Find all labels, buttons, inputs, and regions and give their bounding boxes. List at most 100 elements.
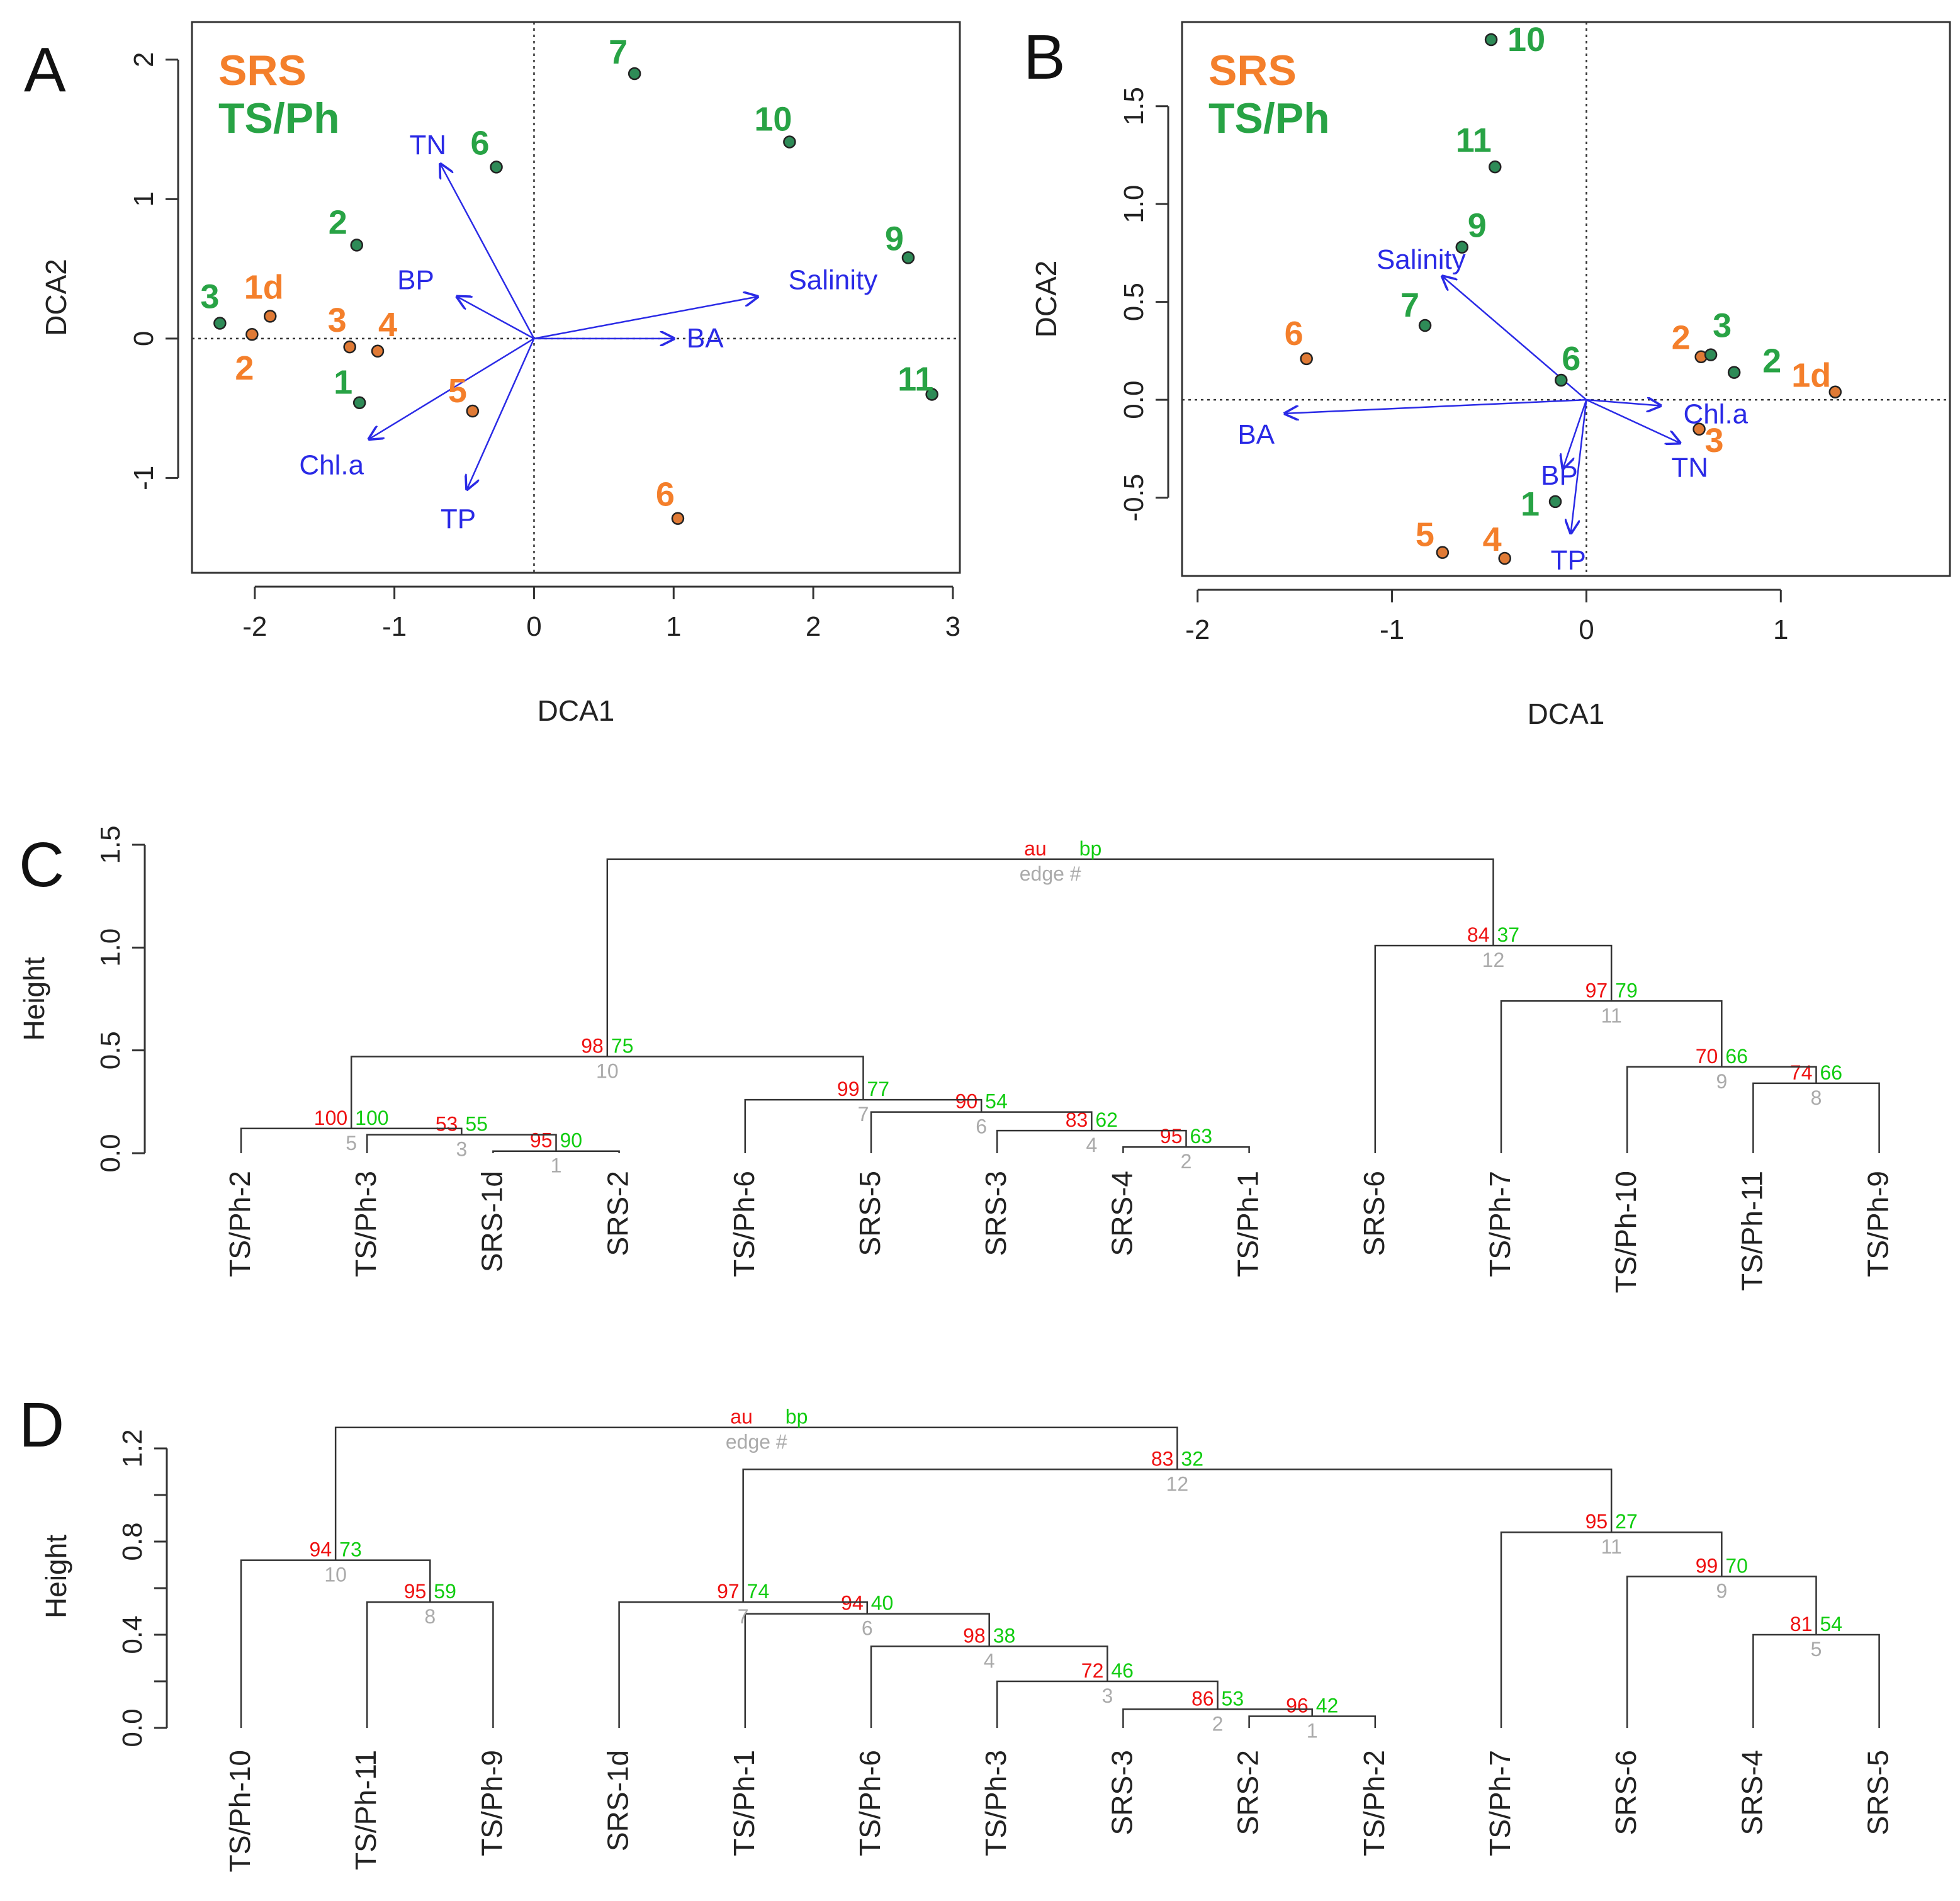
point-label-ts-ph-10: 10 xyxy=(754,101,792,138)
point-srs-3 xyxy=(343,340,356,354)
bp-value: 62 xyxy=(1095,1108,1118,1131)
dendrogram-branch xyxy=(1374,944,1613,1153)
point-label-srs-5: 5 xyxy=(448,372,467,410)
edge-number: 4 xyxy=(984,1650,995,1673)
point-label-srs-6: 6 xyxy=(656,476,675,514)
bp-value: 63 xyxy=(1190,1125,1213,1148)
leaf-label: TS/Ph-9 xyxy=(1862,1171,1895,1277)
au-value: 81 xyxy=(1790,1613,1813,1635)
edge-number: 5 xyxy=(1811,1638,1822,1661)
x-tick-label: 1 xyxy=(1773,614,1788,645)
point-ts-ph-1 xyxy=(1548,495,1562,509)
x-tick-label: -2 xyxy=(1185,614,1210,645)
au-value: 99 xyxy=(1696,1555,1718,1577)
leaf-label: TS/Ph-2 xyxy=(1358,1750,1390,1856)
bp-value: 100 xyxy=(355,1107,388,1129)
dendrogram-branch xyxy=(870,1111,1093,1153)
edge-number: 2 xyxy=(1212,1712,1224,1735)
panel-letter: B xyxy=(1023,22,1066,93)
point-ts-ph-11 xyxy=(925,388,938,401)
y-axis-title: Height xyxy=(18,957,50,1041)
dendrogram-branch xyxy=(350,1056,864,1129)
x-axis-title: DCA1 xyxy=(1528,697,1605,730)
plot-frame xyxy=(191,21,961,574)
leaf-label: TS/Ph-3 xyxy=(979,1750,1012,1856)
point-label-ts-ph-9: 9 xyxy=(885,220,904,257)
au-value: 95 xyxy=(1160,1125,1183,1148)
x-tick-label: -1 xyxy=(1380,614,1404,645)
edge-number: 6 xyxy=(976,1115,987,1138)
au-value: 53 xyxy=(436,1113,458,1136)
y-axis-title: DCA2 xyxy=(40,259,72,336)
vector-arrow-salinity xyxy=(534,296,757,340)
bp-value: 55 xyxy=(465,1113,488,1136)
edge-number: 12 xyxy=(1166,1472,1189,1495)
vector-arrow-tp xyxy=(1571,399,1587,533)
point-label-srs-2: 2 xyxy=(1672,319,1691,357)
point-label-ts-ph-6: 6 xyxy=(1562,340,1580,378)
point-ts-ph-9 xyxy=(1455,240,1469,254)
point-label-ts-ph-1: 1 xyxy=(334,364,352,402)
y-tick-label: 1.5 xyxy=(1118,87,1149,125)
edge-number: 5 xyxy=(346,1132,357,1154)
edge-number: 1 xyxy=(1307,1720,1318,1742)
y-tick-label: 0.5 xyxy=(95,1031,126,1069)
point-label-ts-ph-11: 11 xyxy=(898,360,933,398)
leaf-label: TS/Ph-1 xyxy=(1232,1171,1264,1277)
bp-value: 70 xyxy=(1725,1555,1748,1577)
bp-value: 54 xyxy=(985,1090,1008,1113)
edge-number: 11 xyxy=(1601,1004,1622,1027)
legend-entry-ts-ph: TS/Ph xyxy=(1208,94,1330,142)
point-ts-ph-2 xyxy=(1727,366,1741,379)
y-tick-label: 0.0 xyxy=(117,1708,148,1747)
plot-frame xyxy=(1181,21,1951,577)
au-value: 95 xyxy=(404,1580,427,1603)
x-axis-title: DCA1 xyxy=(538,694,615,727)
edge-number: 9 xyxy=(1716,1070,1727,1093)
bp-value: 79 xyxy=(1615,979,1638,1001)
point-label-srs-1d: 1d xyxy=(1791,357,1831,395)
point-label-ts-ph-7: 7 xyxy=(1400,286,1419,324)
point-srs-2 xyxy=(245,327,259,341)
y-tick-label: 0.0 xyxy=(1118,381,1149,419)
vector-label-tn: TN xyxy=(1671,453,1708,483)
point-ts-ph-9 xyxy=(901,251,915,264)
leaf-label: SRS-6 xyxy=(1609,1750,1642,1835)
x-tick-label: 2 xyxy=(806,611,821,642)
leaf-label: TS/Ph-6 xyxy=(853,1750,886,1856)
point-srs-6 xyxy=(671,512,685,525)
point-ts-ph-2 xyxy=(350,239,363,252)
leaf-label: SRS-3 xyxy=(1105,1750,1138,1835)
bp-value: 27 xyxy=(1615,1510,1638,1533)
y-tick-label: 0.8 xyxy=(117,1522,148,1560)
leaf-label: TS/Ph-11 xyxy=(349,1750,382,1870)
bp-value: 40 xyxy=(871,1592,894,1615)
y-tick-label: 1 xyxy=(128,191,159,206)
bp-value: 46 xyxy=(1111,1659,1134,1682)
leaf-label: SRS-6 xyxy=(1358,1171,1390,1256)
edge-number: 3 xyxy=(1101,1684,1113,1707)
point-srs-5 xyxy=(1436,546,1450,559)
edge-header: edge # xyxy=(1020,862,1081,885)
point-label-srs-4: 4 xyxy=(1483,521,1502,558)
point-label-ts-ph-3: 3 xyxy=(1713,307,1732,345)
bp-value: 66 xyxy=(1725,1045,1748,1068)
edge-number: 3 xyxy=(456,1138,467,1161)
point-label-srs-3: 3 xyxy=(328,302,347,339)
dendrogram-branch xyxy=(492,1150,620,1153)
panel-letter: A xyxy=(24,35,66,105)
dendrogram-branch xyxy=(996,1129,1187,1153)
y-tick-label: 1.5 xyxy=(95,825,126,864)
point-label-ts-ph-2: 2 xyxy=(329,203,347,241)
point-ts-ph-7 xyxy=(1418,319,1432,332)
au-value: 97 xyxy=(1585,979,1608,1001)
au-value: 98 xyxy=(581,1034,604,1057)
au-value: 72 xyxy=(1081,1659,1104,1682)
edge-number: 9 xyxy=(1716,1580,1727,1603)
leaf-label: TS/Ph-1 xyxy=(728,1750,760,1856)
y-tick-label: 0.0 xyxy=(95,1134,126,1172)
point-ts-ph-10 xyxy=(783,135,796,149)
